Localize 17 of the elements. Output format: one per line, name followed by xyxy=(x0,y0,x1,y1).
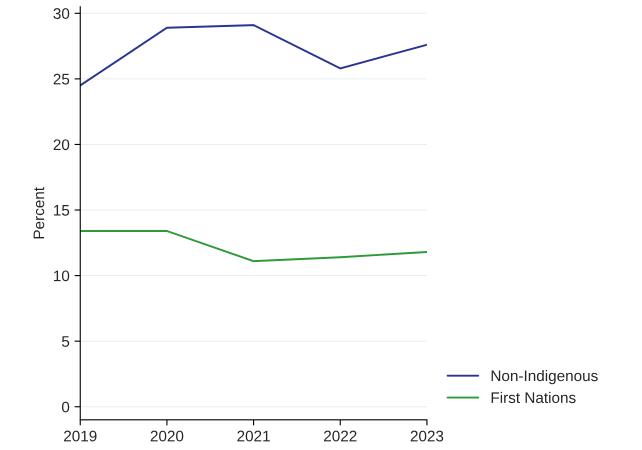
y-tick-label: 0 xyxy=(62,402,70,412)
y-tick-label: 20 xyxy=(54,139,70,150)
x-tick-label: 2020 xyxy=(150,430,184,442)
legend-label: First Nations xyxy=(492,392,576,404)
x-tick-label: 2023 xyxy=(410,430,444,442)
y-tick-label: 30 xyxy=(53,8,70,19)
x-tick-label: 2022 xyxy=(324,430,356,442)
legend-label: Non-Indigenous xyxy=(492,370,598,384)
y-tick-label: 10 xyxy=(54,270,70,282)
line-series xyxy=(80,230,427,262)
y-tick-label: 5 xyxy=(62,336,70,347)
x-tick-label: 2019 xyxy=(64,430,97,442)
y-axis-title: Percent xyxy=(34,187,44,238)
y-tick-label: 25 xyxy=(54,74,70,85)
y-tick-label: 15 xyxy=(54,205,70,216)
line-series xyxy=(80,24,427,86)
x-tick-label: 2021 xyxy=(237,430,270,442)
